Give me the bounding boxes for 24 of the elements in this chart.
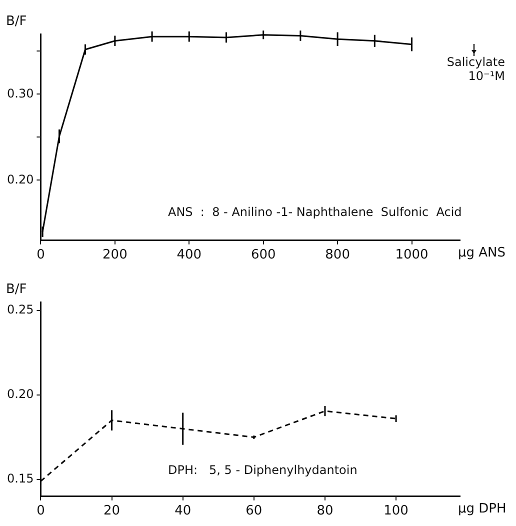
y-axis-title: B/F bbox=[6, 14, 27, 29]
x-tick-label: 0 bbox=[36, 248, 45, 263]
x-tick-label: 400 bbox=[176, 248, 202, 263]
annotation: ANS : 8 - Anilino -1- Naphthalene Sulfonic Acid bbox=[168, 205, 462, 219]
y-tick-label: 0.20 bbox=[7, 387, 34, 402]
x-tick-label: 1000 bbox=[395, 248, 428, 263]
y-tick-label: 0.20 bbox=[7, 172, 34, 186]
x-axis-title: µg DPH bbox=[458, 501, 506, 516]
y-axis-title: B/F bbox=[6, 282, 27, 297]
y-tick-label: 0.30 bbox=[7, 86, 34, 100]
x-tick-label: 100 bbox=[384, 504, 408, 519]
x-tick-label: 0 bbox=[36, 504, 45, 519]
x-tick-label: 800 bbox=[325, 248, 350, 263]
x-tick-label: 40 bbox=[174, 504, 192, 519]
x-tick-label: 600 bbox=[250, 248, 276, 263]
x-tick-label: 80 bbox=[316, 504, 334, 519]
x-tick-label: 200 bbox=[102, 248, 128, 263]
annotation: DPH: 5, 5 - Diphenylhydantoin bbox=[168, 463, 358, 477]
x-tick-label: 60 bbox=[246, 504, 262, 519]
annotation: Salicylate 10⁻¹M bbox=[446, 55, 505, 83]
y-tick-label: 0.15 bbox=[7, 472, 34, 486]
y-tick-label: 0.25 bbox=[7, 302, 34, 317]
x-axis-title: µg ANS bbox=[458, 245, 506, 260]
x-tick-label: 20 bbox=[104, 504, 120, 519]
